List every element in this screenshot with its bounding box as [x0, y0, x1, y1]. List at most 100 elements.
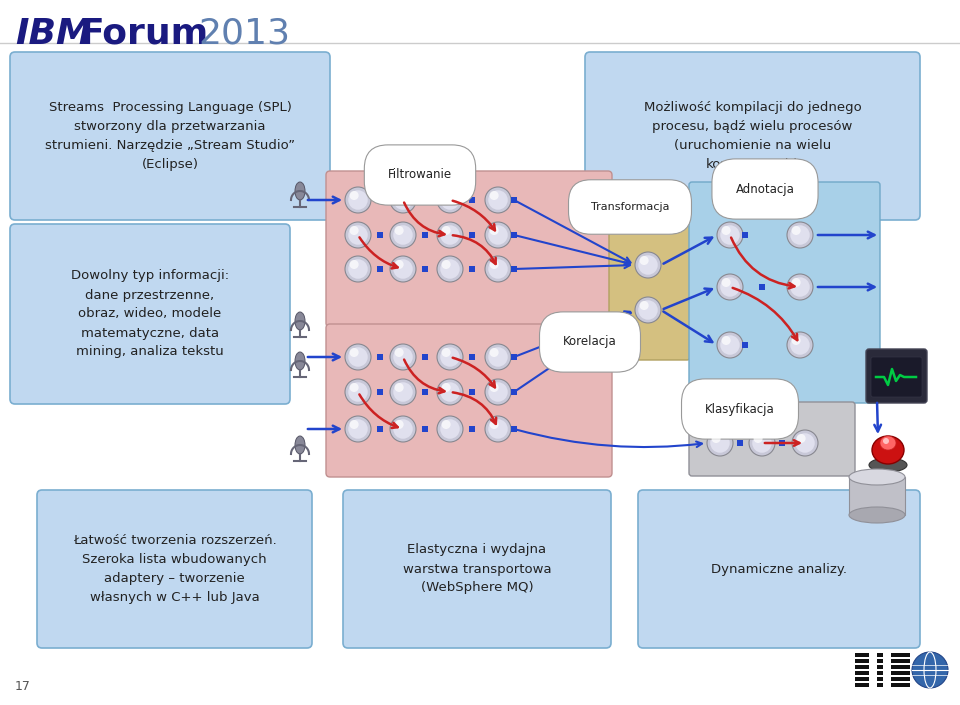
Circle shape: [797, 434, 805, 443]
Circle shape: [490, 226, 498, 235]
Text: Korelacja: Korelacja: [564, 336, 617, 348]
Circle shape: [437, 344, 463, 370]
Circle shape: [720, 226, 740, 245]
Bar: [511, 354, 517, 360]
Text: Adnotacja: Adnotacja: [735, 183, 795, 195]
Ellipse shape: [883, 438, 889, 444]
Bar: [742, 232, 748, 238]
Circle shape: [790, 226, 809, 245]
Bar: [377, 232, 383, 238]
Circle shape: [348, 259, 368, 278]
Circle shape: [792, 336, 801, 345]
Circle shape: [390, 187, 416, 213]
Circle shape: [348, 190, 368, 210]
Bar: [887, 677, 891, 681]
Circle shape: [390, 222, 416, 248]
FancyBboxPatch shape: [866, 349, 927, 403]
Bar: [855, 653, 910, 657]
Bar: [469, 266, 475, 272]
Circle shape: [638, 300, 658, 320]
Bar: [873, 671, 877, 675]
Bar: [873, 683, 877, 687]
Circle shape: [489, 190, 508, 210]
Circle shape: [490, 348, 498, 357]
Bar: [883, 665, 887, 669]
Circle shape: [639, 256, 649, 265]
Circle shape: [717, 332, 743, 358]
Circle shape: [349, 191, 359, 200]
Circle shape: [394, 348, 413, 367]
Circle shape: [489, 382, 508, 402]
Bar: [855, 659, 910, 663]
Circle shape: [442, 348, 450, 357]
Ellipse shape: [849, 507, 905, 523]
Circle shape: [441, 259, 460, 278]
FancyBboxPatch shape: [10, 52, 330, 220]
Text: Elastyczna i wydajna
warstwa transportowa
(WebSphere MQ): Elastyczna i wydajna warstwa transportow…: [402, 544, 551, 594]
Circle shape: [485, 344, 511, 370]
Circle shape: [722, 278, 731, 287]
Circle shape: [394, 190, 413, 210]
Ellipse shape: [880, 436, 896, 450]
Circle shape: [441, 190, 460, 210]
Bar: [855, 665, 910, 669]
Ellipse shape: [295, 352, 305, 370]
Bar: [855, 677, 910, 681]
Bar: [869, 665, 873, 669]
Circle shape: [394, 419, 413, 439]
Circle shape: [348, 419, 368, 439]
Circle shape: [787, 332, 813, 358]
Bar: [469, 232, 475, 238]
Circle shape: [795, 434, 815, 453]
Circle shape: [639, 301, 649, 310]
Circle shape: [437, 187, 463, 213]
Circle shape: [790, 277, 809, 297]
Ellipse shape: [849, 469, 905, 485]
Bar: [855, 683, 910, 687]
Circle shape: [437, 256, 463, 282]
Bar: [869, 671, 873, 675]
Circle shape: [441, 226, 460, 245]
Circle shape: [390, 344, 416, 370]
Circle shape: [489, 226, 508, 245]
Bar: [873, 665, 877, 669]
Circle shape: [437, 222, 463, 248]
Circle shape: [787, 274, 813, 300]
Circle shape: [395, 226, 403, 235]
Circle shape: [349, 226, 359, 235]
Bar: [422, 197, 428, 203]
FancyBboxPatch shape: [871, 357, 922, 397]
Circle shape: [395, 348, 403, 357]
Bar: [779, 440, 785, 446]
Bar: [511, 232, 517, 238]
Bar: [742, 342, 748, 348]
Text: 17: 17: [15, 680, 31, 693]
Circle shape: [485, 379, 511, 405]
Circle shape: [717, 222, 743, 248]
Bar: [377, 266, 383, 272]
Circle shape: [442, 260, 450, 269]
Circle shape: [485, 416, 511, 442]
Ellipse shape: [872, 436, 904, 464]
Circle shape: [490, 260, 498, 269]
Bar: [759, 284, 765, 290]
Circle shape: [349, 260, 359, 269]
Circle shape: [395, 260, 403, 269]
Circle shape: [710, 434, 730, 453]
Circle shape: [638, 255, 658, 275]
Circle shape: [395, 383, 403, 392]
Circle shape: [792, 278, 801, 287]
Text: Filtrowanie: Filtrowanie: [388, 168, 452, 181]
Circle shape: [348, 226, 368, 245]
Circle shape: [394, 382, 413, 402]
Text: Forum: Forum: [80, 17, 209, 51]
Circle shape: [485, 256, 511, 282]
Circle shape: [395, 420, 403, 429]
Circle shape: [489, 259, 508, 278]
FancyBboxPatch shape: [343, 490, 611, 648]
Bar: [377, 354, 383, 360]
Circle shape: [489, 348, 508, 367]
Bar: [377, 197, 383, 203]
Circle shape: [349, 348, 359, 357]
Circle shape: [749, 430, 775, 456]
